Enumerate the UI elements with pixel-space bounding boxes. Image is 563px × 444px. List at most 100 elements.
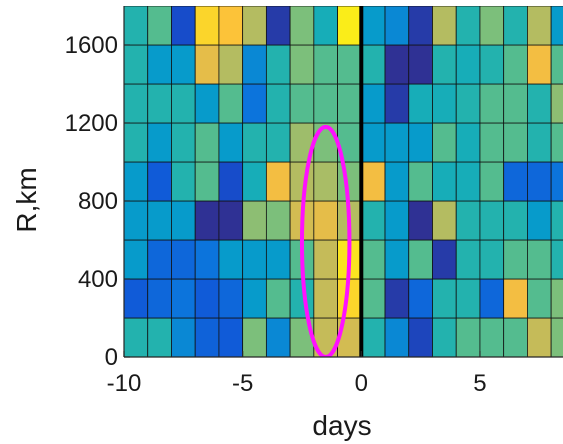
heatmap-cell xyxy=(360,239,386,280)
heatmap-cell xyxy=(432,200,457,241)
heatmap-cell xyxy=(503,83,528,124)
x-tick-label: -10 xyxy=(107,370,142,397)
heatmap-cell xyxy=(360,278,386,319)
heatmap-cell xyxy=(432,278,457,319)
heatmap-cell xyxy=(171,278,196,319)
heatmap-cell xyxy=(194,44,220,85)
heatmap-cell xyxy=(479,239,505,280)
heatmap-cell xyxy=(455,44,481,85)
heatmap-cell xyxy=(313,6,338,46)
heatmap-cell xyxy=(194,122,220,163)
heatmap-cell xyxy=(432,122,457,163)
heatmap-cell xyxy=(455,278,481,319)
heatmap-cells xyxy=(124,6,563,357)
heatmap-cell xyxy=(242,317,267,357)
heatmap-cell xyxy=(171,239,196,280)
heatmap-cell xyxy=(479,317,505,357)
heatmap-cell xyxy=(242,278,267,319)
heatmap-cell xyxy=(242,44,267,85)
heatmap-cell xyxy=(432,44,457,85)
y-axis-label: R,km xyxy=(11,167,42,232)
heatmap-cell xyxy=(337,83,362,124)
heatmap-cell xyxy=(147,239,172,280)
heatmap-cell xyxy=(432,161,457,202)
heatmap-cell xyxy=(218,278,244,319)
heatmap-cell xyxy=(313,44,338,85)
heatmap-cell xyxy=(194,278,220,319)
heatmap-cell xyxy=(527,83,552,124)
heatmap-cell xyxy=(124,161,149,202)
heatmap-cell xyxy=(313,239,338,280)
highlight-ellipse xyxy=(299,124,352,357)
heatmap-cell xyxy=(360,161,386,202)
heatmap-cell xyxy=(265,6,291,46)
heatmap-cell xyxy=(479,83,505,124)
heatmap-cell xyxy=(550,239,563,280)
heatmap-cell xyxy=(503,278,528,319)
heatmap-cell xyxy=(455,6,481,46)
heatmap-cell xyxy=(408,278,433,319)
heatmap-cell xyxy=(218,122,244,163)
heatmap-cell xyxy=(147,122,172,163)
heatmap-cell xyxy=(242,239,267,280)
y-tick-label: 400 xyxy=(78,266,118,293)
heatmap-cell xyxy=(384,44,410,85)
heatmap-cell xyxy=(408,44,433,85)
x-tick-label: -5 xyxy=(232,370,253,397)
heatmap-cell xyxy=(171,317,196,357)
heatmap-cell xyxy=(360,200,386,241)
heatmap-cell xyxy=(124,44,149,85)
heatmap-cell xyxy=(479,161,505,202)
heatmap-cell xyxy=(455,200,481,241)
heatmap-cell xyxy=(218,83,244,124)
heatmap-cell xyxy=(147,44,172,85)
heatmap-cell xyxy=(408,6,433,46)
heatmap-cell xyxy=(124,239,149,280)
heatmap-cell xyxy=(384,6,410,46)
heatmap-cell xyxy=(384,239,410,280)
heatmap-cell xyxy=(171,122,196,163)
heatmap-cell xyxy=(550,122,563,163)
heatmap-cell xyxy=(337,44,362,85)
heatmap-cell xyxy=(550,317,563,357)
heatmap-cell xyxy=(550,161,563,202)
heatmap-cell xyxy=(432,83,457,124)
heatmap-cell xyxy=(147,161,172,202)
heatmap-cell xyxy=(550,200,563,241)
heatmap-cell xyxy=(313,83,338,124)
heatmap-cell xyxy=(194,6,220,46)
heatmap-cell xyxy=(194,161,220,202)
heatmap-cell xyxy=(479,122,505,163)
heatmap-cell xyxy=(408,83,433,124)
x-axis-label: days xyxy=(312,410,371,441)
heatmap-cell xyxy=(527,161,552,202)
heatmap-cell xyxy=(265,83,291,124)
heatmap-cell xyxy=(408,239,433,280)
heatmap-cell xyxy=(147,278,172,319)
heatmap-cell xyxy=(527,239,552,280)
heatmap-cell xyxy=(337,6,362,46)
heatmap-cell xyxy=(218,239,244,280)
heatmap-cell xyxy=(550,44,563,85)
heatmap-cell xyxy=(479,200,505,241)
heatmap-cell xyxy=(265,200,291,241)
heatmap-cell xyxy=(242,83,267,124)
heatmap-cell xyxy=(265,317,291,357)
x-tick-label: 0 xyxy=(355,370,368,397)
heatmap-cell xyxy=(503,317,528,357)
heatmap-cell xyxy=(408,122,433,163)
heatmap-cell xyxy=(455,83,481,124)
heatmap-cell xyxy=(218,161,244,202)
heatmap-cell xyxy=(408,317,433,357)
heatmap-cell xyxy=(242,161,267,202)
heatmap-cell xyxy=(171,44,196,85)
heatmap-cell xyxy=(289,83,315,124)
heatmap-cell xyxy=(384,122,410,163)
heatmap-cell xyxy=(455,161,481,202)
heatmap-cell xyxy=(479,278,505,319)
heatmap-cell xyxy=(527,6,552,46)
heatmap-cell xyxy=(147,83,172,124)
heatmap-cell xyxy=(503,161,528,202)
heatmap-cell xyxy=(242,6,267,46)
